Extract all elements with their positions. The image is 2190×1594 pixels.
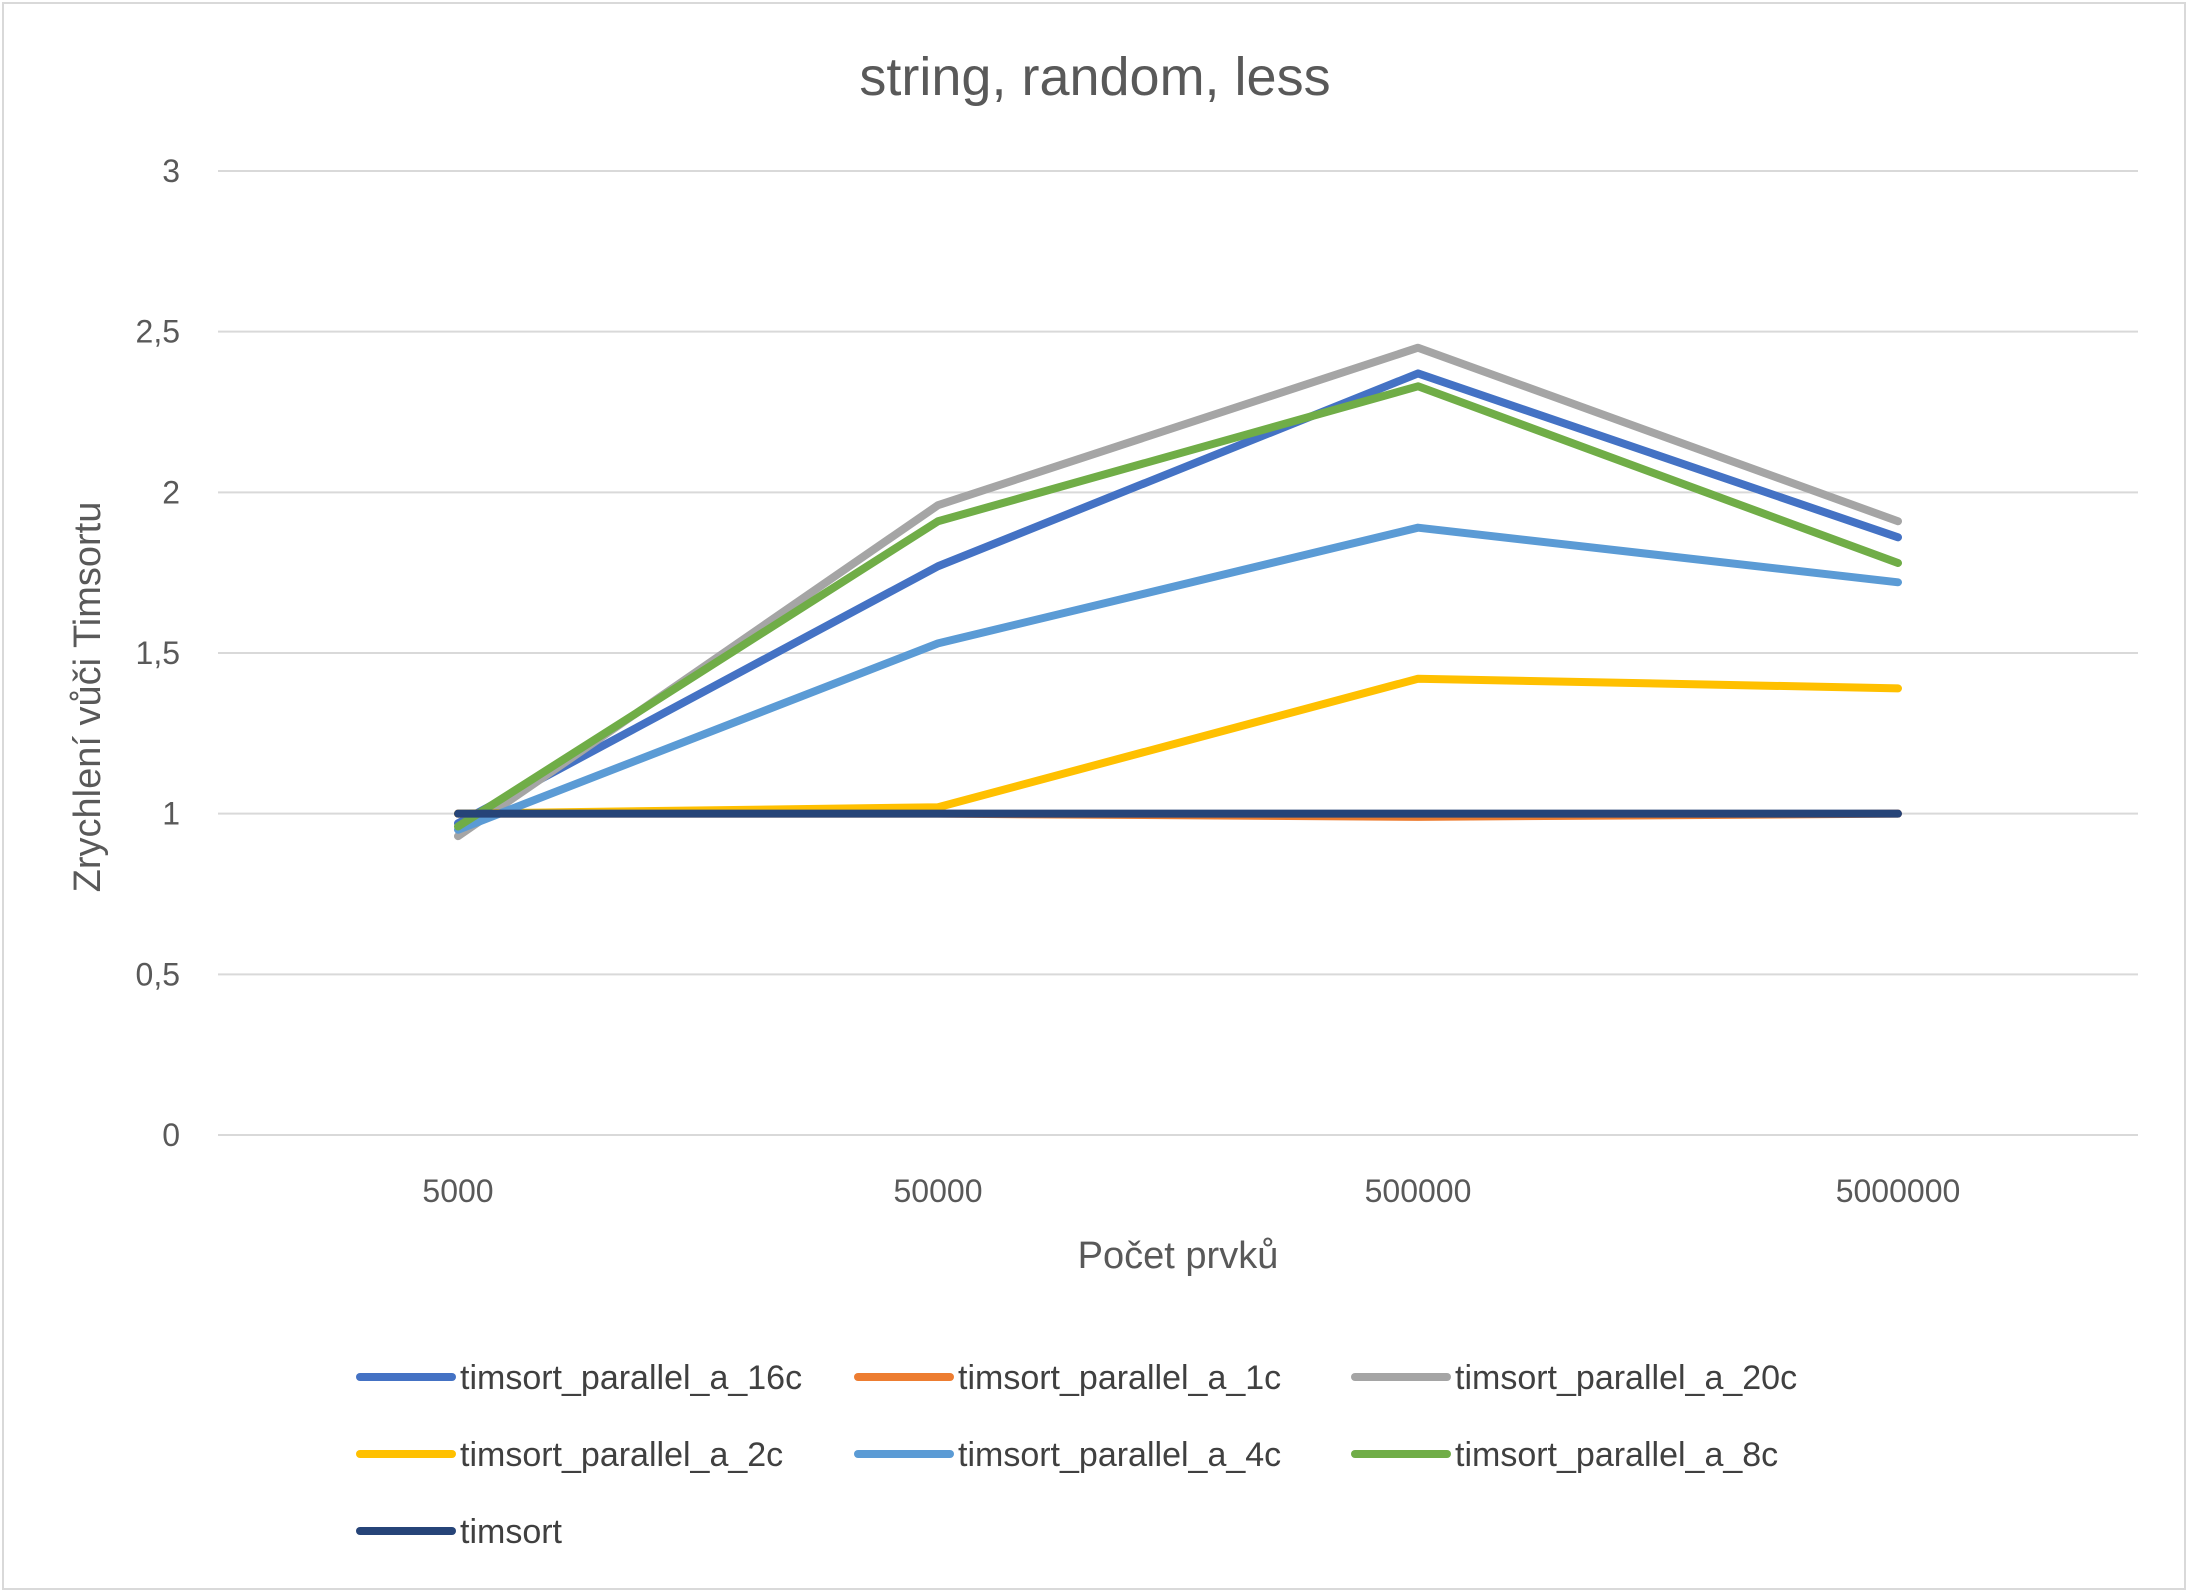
y-tick-label: 2	[162, 474, 180, 510]
y-tick-label: 2,5	[136, 314, 180, 350]
series-lines	[454, 343, 1902, 841]
y-axis-ticks: 0 0,5 1 1,5 2 2,5 3	[136, 153, 180, 1153]
legend-label-timsort_parallel_a_4c: timsort_parallel_a_4c	[958, 1436, 1281, 1474]
y-tick-label: 0,5	[136, 956, 180, 992]
legend-label-timsort_parallel_a_16c: timsort_parallel_a_16c	[460, 1359, 802, 1397]
x-tick-label: 5000	[422, 1173, 493, 1209]
x-axis-ticks: 5000 50000 500000 5000000	[422, 1173, 1960, 1209]
legend-label-timsort_parallel_a_20c: timsort_parallel_a_20c	[1455, 1359, 1797, 1397]
legend-label-timsort_parallel_a_1c: timsort_parallel_a_1c	[958, 1359, 1281, 1397]
y-tick-label: 3	[162, 153, 180, 189]
y-tick-label: 0	[162, 1117, 180, 1153]
legend-label-timsort_parallel_a_8c: timsort_parallel_a_8c	[1455, 1436, 1778, 1474]
gridlines	[218, 170, 2138, 1136]
x-axis-title: Počet prvků	[1078, 1235, 1279, 1277]
series-line-timsort_parallel_a_8c	[454, 382, 1902, 831]
y-tick-label: 1	[162, 796, 180, 832]
series-line-timsort_parallel_a_4c	[454, 523, 1902, 834]
x-tick-label: 50000	[894, 1173, 983, 1209]
y-axis-title: Zrychlení vůči Timsortu	[67, 502, 109, 893]
y-tick-label: 1,5	[136, 635, 180, 671]
legend-label-timsort: timsort	[460, 1513, 563, 1551]
legend-label-timsort_parallel_a_2c: timsort_parallel_a_2c	[460, 1436, 783, 1474]
series-line-timsort_parallel_a_20c	[454, 343, 1902, 841]
series-line-timsort_parallel_a_16c	[454, 369, 1902, 828]
chart-title: string, random, less	[859, 47, 1330, 107]
legend: timsort_parallel_a_16c timsort_parallel_a…	[356, 1359, 1797, 1551]
x-tick-label: 5000000	[1836, 1173, 1961, 1209]
x-tick-label: 500000	[1365, 1173, 1472, 1209]
